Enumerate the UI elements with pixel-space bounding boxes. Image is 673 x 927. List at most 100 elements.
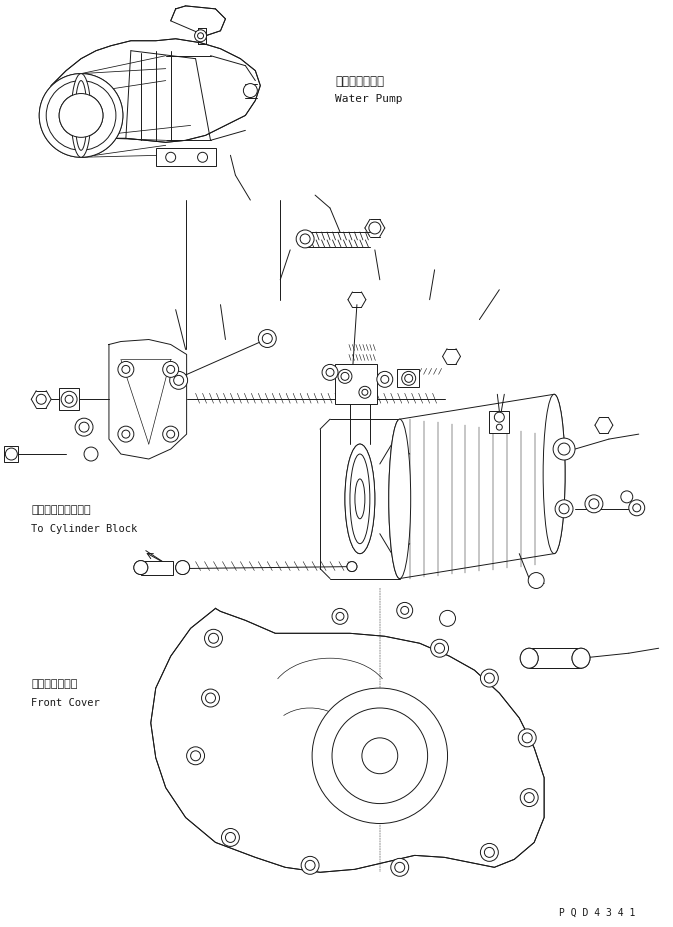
Ellipse shape: [176, 561, 190, 575]
Circle shape: [122, 431, 130, 438]
Circle shape: [79, 423, 89, 433]
Circle shape: [75, 419, 93, 437]
Circle shape: [397, 603, 413, 618]
Circle shape: [59, 95, 103, 138]
Circle shape: [338, 370, 352, 384]
Circle shape: [528, 573, 544, 589]
Ellipse shape: [520, 649, 538, 668]
Circle shape: [332, 609, 348, 625]
Circle shape: [402, 372, 416, 386]
Ellipse shape: [520, 649, 538, 668]
Circle shape: [174, 376, 184, 386]
Ellipse shape: [543, 395, 565, 554]
Circle shape: [170, 372, 188, 390]
Circle shape: [46, 82, 116, 151]
Circle shape: [495, 413, 504, 423]
Ellipse shape: [134, 561, 148, 575]
Ellipse shape: [350, 454, 370, 544]
Circle shape: [163, 426, 178, 442]
Circle shape: [201, 690, 219, 707]
Circle shape: [296, 231, 314, 248]
Circle shape: [336, 613, 344, 621]
Ellipse shape: [345, 445, 375, 554]
Circle shape: [167, 366, 175, 374]
Ellipse shape: [355, 479, 365, 519]
Circle shape: [73, 108, 89, 124]
Circle shape: [36, 395, 46, 405]
Circle shape: [369, 222, 381, 235]
Circle shape: [589, 500, 599, 509]
Text: ウォータポンプ: ウォータポンプ: [335, 74, 384, 87]
Circle shape: [497, 425, 502, 431]
Circle shape: [362, 738, 398, 774]
Circle shape: [5, 449, 17, 461]
Circle shape: [167, 431, 175, 438]
Circle shape: [359, 387, 371, 399]
Circle shape: [39, 74, 123, 159]
Ellipse shape: [389, 420, 411, 578]
Ellipse shape: [350, 454, 370, 544]
Bar: [489, 412, 509, 434]
Circle shape: [633, 504, 641, 513]
Circle shape: [485, 847, 495, 857]
Circle shape: [518, 730, 536, 747]
Ellipse shape: [71, 74, 91, 159]
Circle shape: [84, 448, 98, 462]
Bar: [155, 149, 215, 167]
Circle shape: [198, 33, 203, 40]
Circle shape: [585, 495, 603, 514]
Ellipse shape: [572, 649, 590, 668]
Polygon shape: [171, 6, 225, 37]
Circle shape: [404, 375, 413, 383]
Text: シリンダブロックへ: シリンダブロックへ: [31, 504, 91, 514]
Circle shape: [629, 501, 645, 516]
Circle shape: [559, 504, 569, 514]
Circle shape: [439, 611, 456, 627]
Circle shape: [209, 634, 219, 643]
Circle shape: [122, 366, 130, 374]
Circle shape: [555, 501, 573, 518]
Circle shape: [118, 426, 134, 442]
Circle shape: [332, 708, 427, 804]
Circle shape: [391, 858, 409, 876]
Circle shape: [186, 747, 205, 765]
Circle shape: [118, 362, 134, 378]
Circle shape: [377, 372, 393, 387]
Circle shape: [481, 844, 498, 861]
Circle shape: [522, 733, 532, 743]
Circle shape: [190, 751, 201, 761]
Polygon shape: [109, 340, 186, 460]
Circle shape: [431, 640, 448, 657]
Bar: [141, 561, 173, 575]
Circle shape: [166, 153, 176, 163]
Circle shape: [395, 862, 404, 872]
Circle shape: [400, 607, 409, 615]
Circle shape: [244, 84, 257, 98]
Circle shape: [305, 860, 315, 870]
Circle shape: [205, 629, 223, 648]
Circle shape: [520, 789, 538, 806]
Circle shape: [194, 31, 207, 43]
Circle shape: [553, 438, 575, 461]
Ellipse shape: [176, 561, 190, 575]
Circle shape: [59, 95, 103, 138]
Bar: [397, 370, 419, 387]
Circle shape: [621, 491, 633, 503]
Circle shape: [524, 793, 534, 803]
Ellipse shape: [75, 82, 87, 151]
Bar: [5, 447, 18, 463]
Circle shape: [61, 392, 77, 408]
Bar: [529, 649, 581, 668]
Circle shape: [381, 376, 389, 384]
Circle shape: [221, 829, 240, 846]
Circle shape: [163, 362, 178, 378]
Text: Water Pump: Water Pump: [335, 94, 402, 104]
Circle shape: [198, 153, 207, 163]
Circle shape: [46, 82, 116, 151]
Circle shape: [301, 857, 319, 874]
Circle shape: [326, 369, 334, 377]
Circle shape: [362, 390, 368, 396]
Circle shape: [205, 693, 215, 704]
Ellipse shape: [134, 561, 148, 575]
Circle shape: [262, 334, 273, 344]
